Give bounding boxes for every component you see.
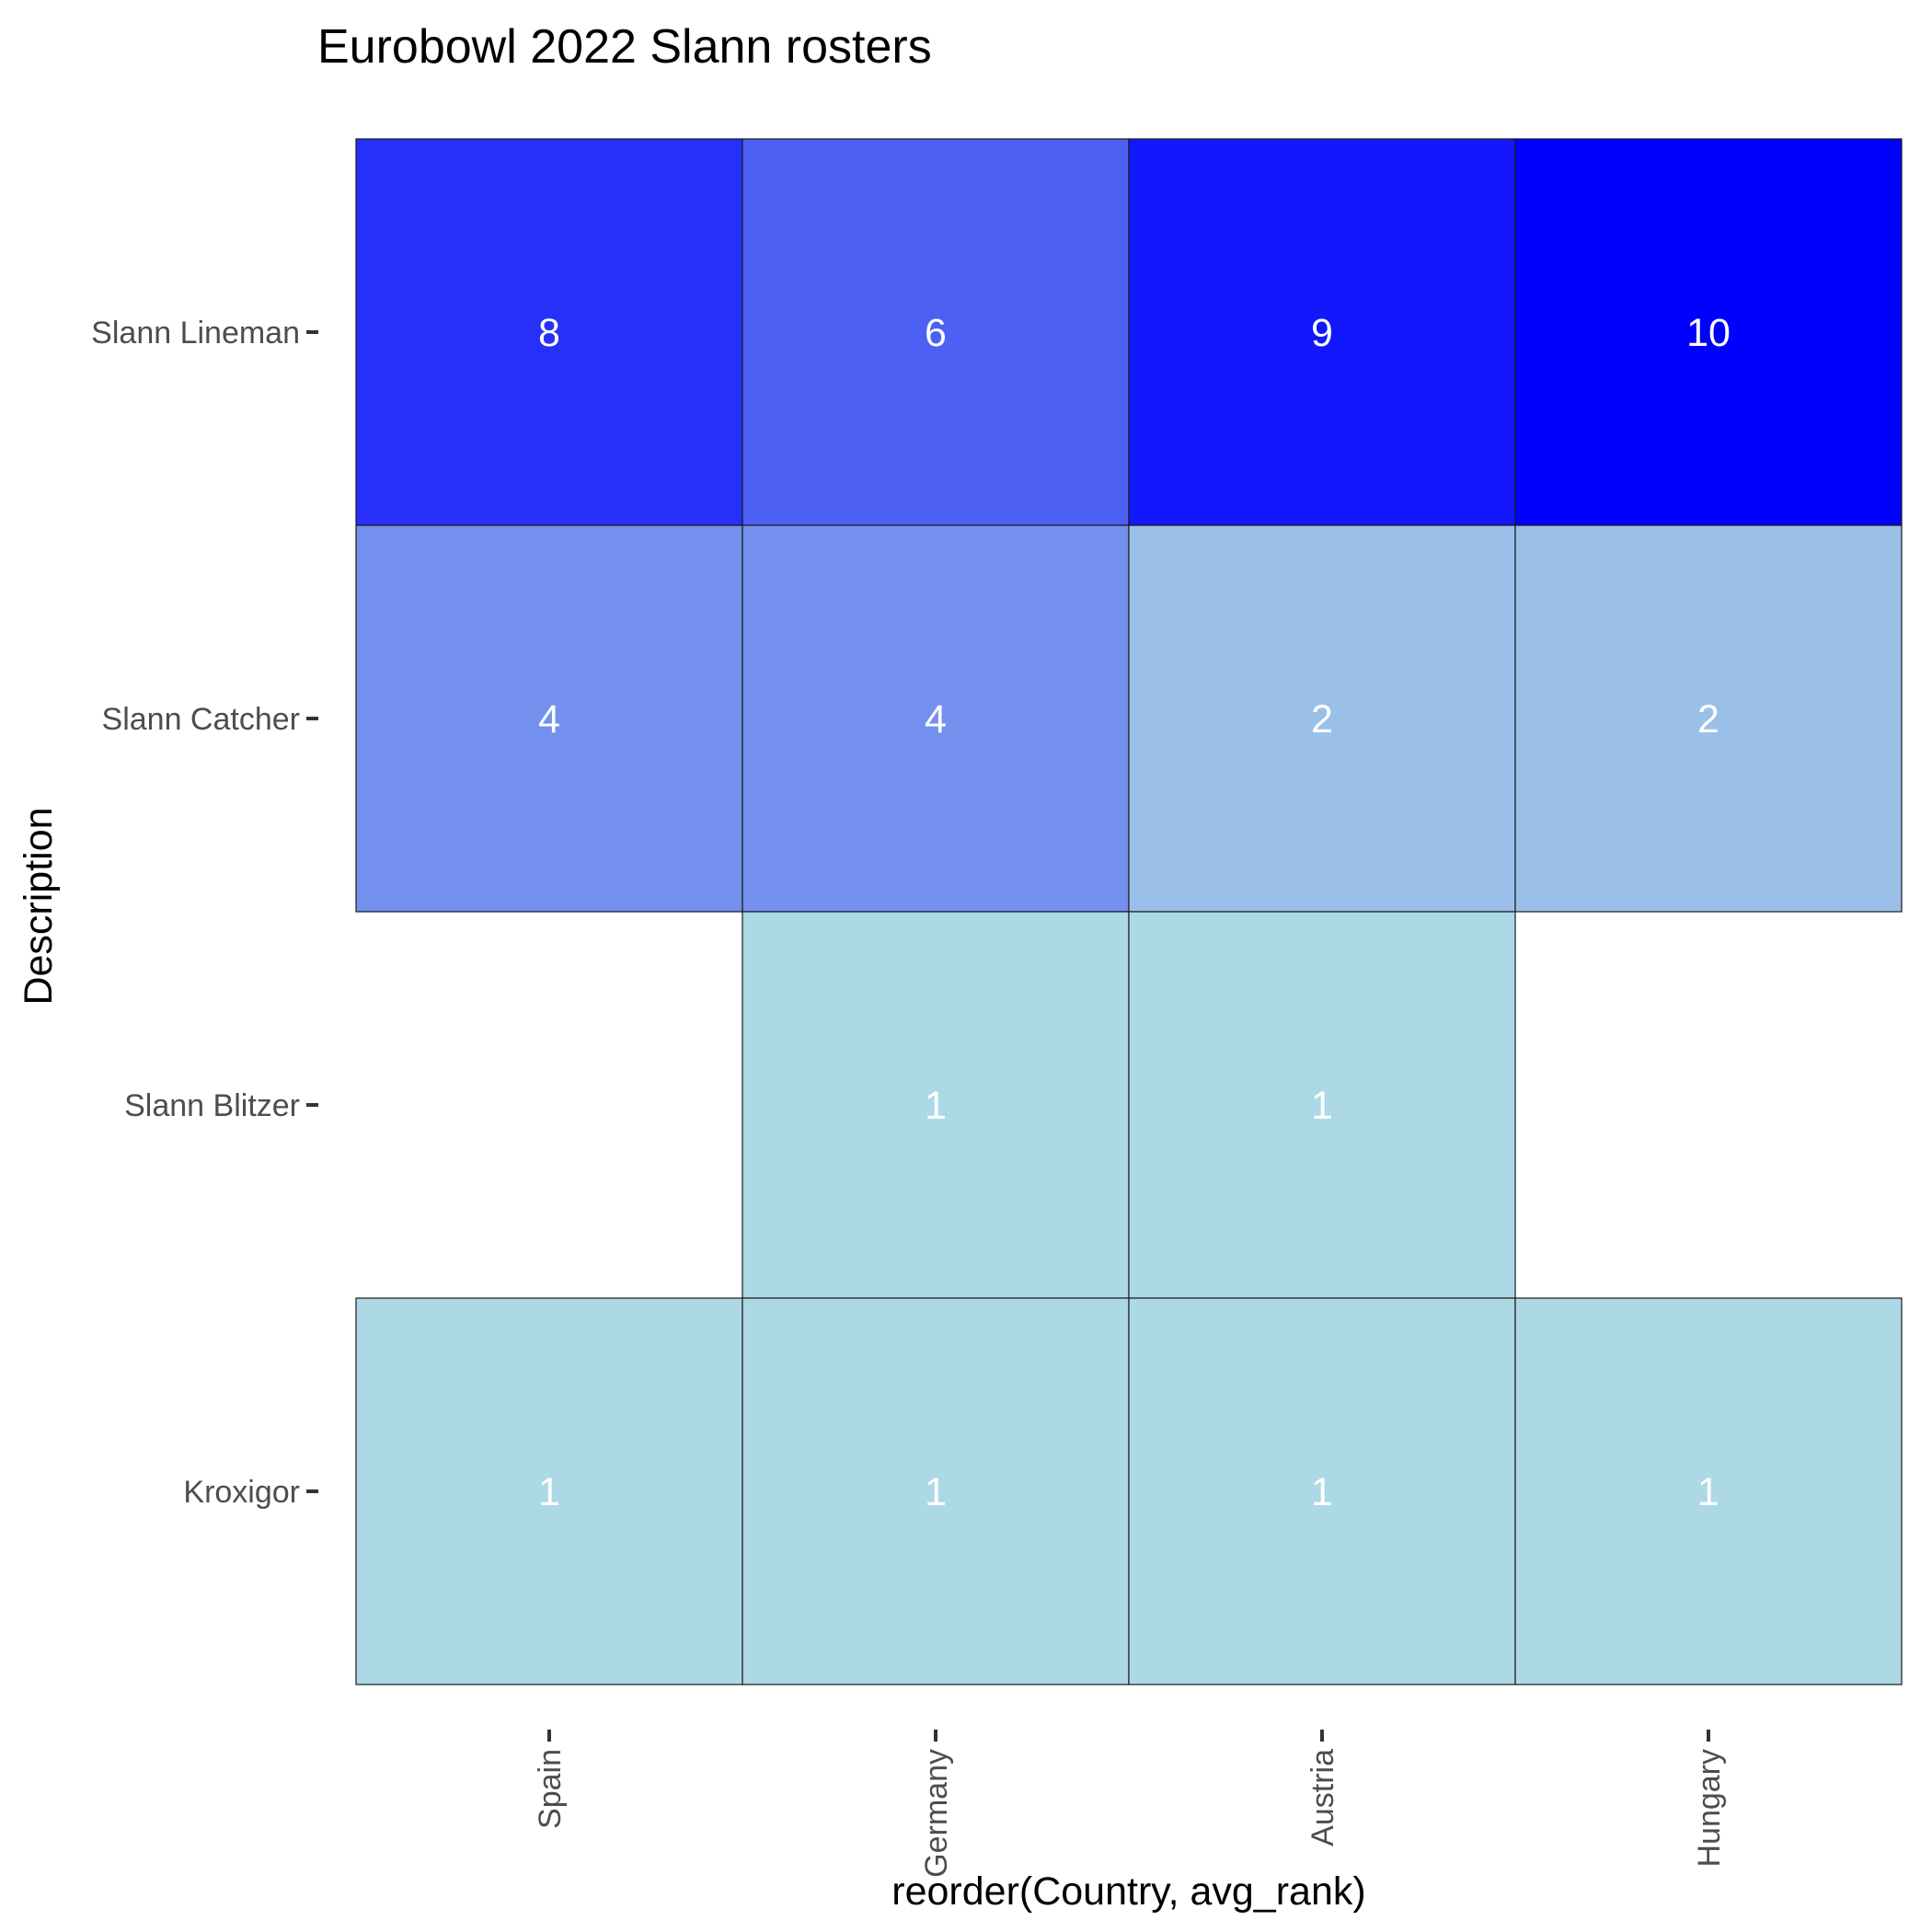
tile-label-kroxigor-spain: 1 [538,1470,560,1514]
tile-label-slann-lineman-germany: 6 [925,311,947,355]
tile-label-kroxigor-hungary: 1 [1697,1470,1719,1514]
tile-label-slann-lineman-spain: 8 [538,311,560,355]
tile-slann-catcher-austria [1128,524,1516,913]
x-tick-label-germany: Germany [919,1749,954,1878]
y-tick-label-kroxigor: Kroxigor [183,1475,300,1510]
tile-slann-lineman-austria [1128,138,1516,526]
tile-slann-catcher-hungary [1514,524,1903,913]
tile-label-slann-catcher-hungary: 2 [1697,697,1719,742]
y-axis-title: Description [17,807,61,1005]
tile-slann-blitzer-austria [1128,911,1516,1299]
x-axis-title: reorder(Country, avg_rank) [891,1869,1365,1914]
tile-label-slann-lineman-austria: 9 [1311,311,1333,355]
y-tick-label-slann-lineman: Slann Lineman [91,316,300,351]
x-tick-label-spain: Spain [533,1749,568,1829]
tile-label-kroxigor-austria: 1 [1311,1470,1333,1514]
y-tick-label-slann-blitzer: Slann Blitzer [124,1088,300,1123]
tile-slann-catcher-germany [742,524,1130,913]
tile-label-slann-catcher-austria: 2 [1311,697,1333,742]
y-tick-label-slann-catcher: Slann Catcher [102,702,300,737]
tile-slann-lineman-germany [742,138,1130,526]
tile-slann-lineman-spain [355,138,743,526]
y-axis: Slann Lineman Slann Catcher Slann Blitzer K… [91,316,318,1510]
tile-kroxigor-austria [1128,1297,1516,1685]
x-tick-label-hungary: Hungary [1692,1749,1727,1868]
tile-kroxigor-germany [742,1297,1130,1685]
x-axis: Spain Germany Austria Hungary [533,1730,1727,1878]
tile-slann-lineman-hungary [1514,138,1903,526]
chart-title: Eurobowl 2022 Slann rosters [317,20,932,74]
tile-slann-catcher-spain [355,524,743,913]
tile-label-slann-blitzer-austria: 1 [1311,1084,1333,1128]
tile-label-kroxigor-germany: 1 [925,1470,947,1514]
heatmap-tiles: 8 6 9 10 4 4 2 2 1 1 1 1 1 1 [355,138,1903,1685]
tile-label-slann-lineman-hungary: 10 [1686,311,1731,355]
tile-label-slann-blitzer-germany: 1 [925,1084,947,1128]
tile-kroxigor-hungary [1514,1297,1903,1685]
tile-label-slann-catcher-germany: 4 [925,697,947,742]
tile-label-slann-catcher-spain: 4 [538,697,560,742]
x-tick-label-austria: Austria [1305,1749,1340,1846]
